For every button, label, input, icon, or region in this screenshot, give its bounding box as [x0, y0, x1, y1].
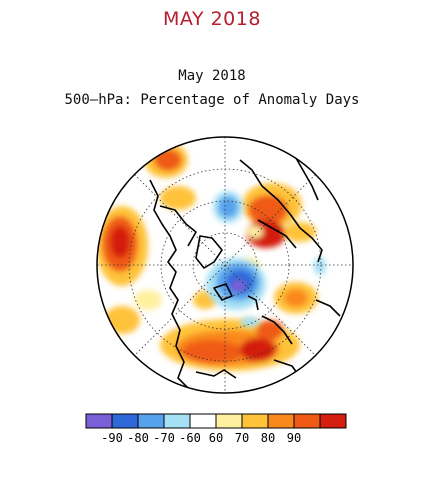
graticule: [97, 137, 353, 393]
colorbar-label: 80: [261, 431, 275, 445]
colorbar-swatch: [189, 413, 217, 429]
colorbar-label: 70: [235, 431, 249, 445]
colorbar-label: 90: [287, 431, 301, 445]
colorbar-label: -60: [179, 431, 201, 445]
colorbar-swatch: [293, 413, 321, 429]
colorbar-swatch: [319, 413, 347, 429]
colorbar-swatch: [137, 413, 165, 429]
colorbar-label: -80: [127, 431, 149, 445]
map-boundary: [96, 136, 354, 394]
colorbar-label: -70: [153, 431, 175, 445]
map-subtitle: 500–hPa: Percentage of Anomaly Days: [64, 92, 360, 108]
anomaly-field: [97, 137, 353, 393]
colorbar-swatch: [241, 413, 269, 429]
map-title: May 2018: [178, 68, 246, 84]
colorbar-swatch: [267, 413, 295, 429]
colorbar-swatch: [163, 413, 191, 429]
colorbar-swatch: [215, 413, 243, 429]
colorbar-label: 60: [209, 431, 223, 445]
coastlines: [149, 149, 341, 391]
colorbar-swatch: [85, 413, 113, 429]
colorbar-label: -90: [101, 431, 123, 445]
colorbar: -90 -80 -70 -60 60 70 80 90: [85, 413, 347, 445]
page-heading: MAY 2018: [163, 8, 261, 30]
positive-anomaly-regions: [97, 142, 318, 371]
colorbar-swatch: [111, 413, 139, 429]
